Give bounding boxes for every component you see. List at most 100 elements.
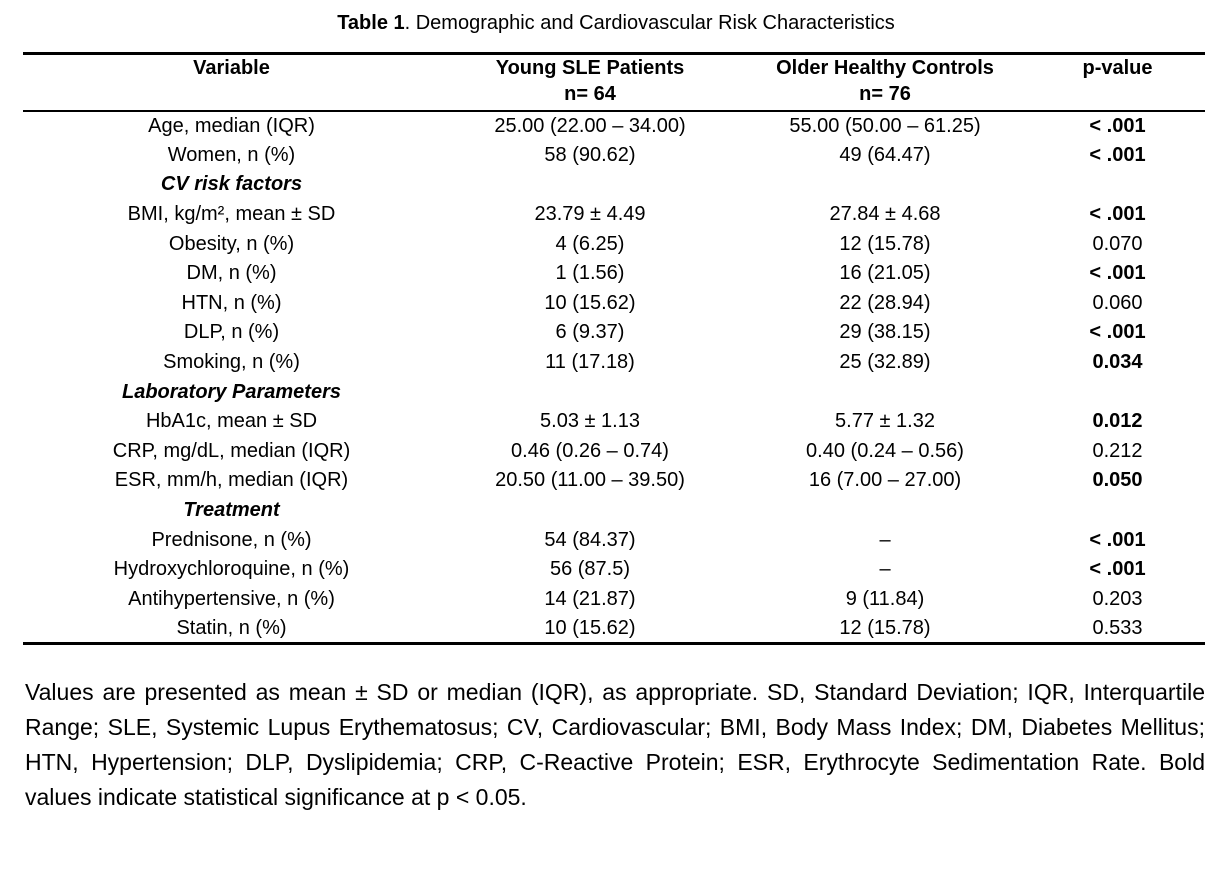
cell-young-sle: 25.00 (22.00 – 34.00)	[494, 114, 686, 137]
cell-young-sle: 14 (21.87)	[544, 587, 636, 610]
table-row: ESR, mm/h, median (IQR) 20.50 (11.00 – 39…	[23, 466, 1205, 496]
table-row: Obesity, n (%) 4 (6.25) 12 (15.78) 0.070	[23, 229, 1205, 259]
cell-variable: ESR, mm/h, median (IQR)	[114, 469, 349, 492]
cell-young-sle: 11 (17.18)	[545, 351, 635, 374]
cell-p-value: 0.060	[1092, 291, 1143, 314]
table-row: HbA1c, mean ± SD 5.03 ± 1.13 5.77 ± 1.32 0.…	[23, 407, 1205, 437]
cell-older-controls: 29 (38.15)	[839, 321, 931, 344]
cell-older-controls: 25 (32.89)	[839, 351, 931, 374]
table-row: Women, n (%) 58 (90.62) 49 (64.47) < .001	[23, 141, 1205, 171]
cell-young-sle: 4 (6.25)	[555, 232, 625, 255]
section-row: CV risk factors	[23, 170, 1205, 200]
section-row: Treatment	[23, 496, 1205, 526]
section-header-label: Laboratory Parameters	[122, 380, 341, 403]
cell-p-value: < .001	[1089, 528, 1146, 551]
section-row: Laboratory Parameters	[23, 377, 1205, 407]
cell-older-controls: 0.40 (0.24 – 0.56)	[806, 439, 964, 462]
cell-variable: Obesity, n (%)	[168, 232, 295, 255]
cell-older-controls: 22 (28.94)	[839, 291, 931, 314]
section-header-label: Treatment	[183, 499, 280, 522]
table-row: DM, n (%) 1 (1.56) 16 (21.05) < .001	[23, 259, 1205, 289]
cell-variable: Hydroxychloroquine, n (%)	[113, 558, 350, 581]
cell-young-sle: 10 (15.62)	[544, 291, 636, 314]
table-row: Hydroxychloroquine, n (%) 56 (87.5) – < .00…	[23, 555, 1205, 585]
column-subheader-n: n= 76	[859, 83, 911, 105]
column-header-p-value: p-value	[1030, 53, 1205, 112]
cell-older-controls: 12 (15.78)	[839, 616, 931, 639]
cell-young-sle: 54 (84.37)	[544, 528, 636, 551]
empty-cell	[740, 377, 1030, 407]
empty-cell	[440, 377, 740, 407]
cell-p-value: < .001	[1089, 558, 1146, 581]
cell-older-controls: 16 (21.05)	[839, 262, 931, 285]
column-header-label: Young SLE Patients	[495, 57, 685, 79]
column-header-variable: Variable	[23, 53, 440, 112]
table-row: Antihypertensive, n (%) 14 (21.87) 9 (11.8…	[23, 585, 1205, 615]
cell-p-value: 0.012	[1092, 410, 1143, 433]
cell-young-sle: 23.79 ± 4.49	[534, 203, 646, 226]
table-row: CRP, mg/dL, median (IQR) 0.46 (0.26 – 0.7…	[23, 437, 1205, 467]
empty-cell	[1030, 170, 1205, 200]
cell-p-value: 0.203	[1092, 587, 1143, 610]
cell-older-controls: 9 (11.84)	[845, 587, 925, 610]
cell-p-value: 0.050	[1092, 469, 1143, 492]
cell-young-sle: 6 (9.37)	[555, 321, 625, 344]
column-subheader-n: n= 64	[564, 83, 616, 105]
table-row: HTN, n (%) 10 (15.62) 22 (28.94) 0.060	[23, 289, 1205, 319]
cell-p-value: < .001	[1089, 321, 1146, 344]
cell-variable: Statin, n (%)	[176, 616, 287, 639]
cell-older-controls: 49 (64.47)	[839, 143, 931, 166]
cell-variable: DLP, n (%)	[183, 321, 280, 344]
cell-young-sle: 5.03 ± 1.13	[540, 410, 640, 433]
table-title-number: Table 1	[337, 12, 405, 34]
section-header-label: CV risk factors	[160, 173, 303, 196]
cell-young-sle: 0.46 (0.26 – 0.74)	[511, 439, 669, 462]
empty-cell	[740, 170, 1030, 200]
table-row: Statin, n (%) 10 (15.62) 12 (15.78) 0.533	[23, 614, 1205, 644]
page: Table 1. Demographic and Cardiovascular …	[0, 10, 1232, 872]
empty-cell	[440, 170, 740, 200]
cell-young-sle: 20.50 (11.00 – 39.50)	[495, 469, 685, 492]
table-header: Variable Young SLE Patients n= 64 Older …	[23, 53, 1205, 112]
cell-p-value: 0.212	[1092, 439, 1143, 462]
cell-p-value: 0.070	[1092, 232, 1143, 255]
column-header-label: Older Healthy Controls	[776, 57, 994, 79]
column-header-label: Variable	[193, 57, 270, 79]
table-row: Smoking, n (%) 11 (17.18) 25 (32.89) 0.034	[23, 348, 1205, 378]
cell-variable: HTN, n (%)	[181, 291, 282, 314]
cell-young-sle: 1 (1.56)	[555, 262, 625, 285]
empty-cell	[1030, 496, 1205, 526]
cell-older-controls: 5.77 ± 1.32	[835, 410, 935, 433]
table-row: Age, median (IQR) 25.00 (22.00 – 34.00) 55…	[23, 111, 1205, 141]
cell-p-value: < .001	[1089, 143, 1146, 166]
table-footnote: Values are presented as mean ± SD or med…	[25, 679, 1205, 811]
cell-older-controls: 27.84 ± 4.68	[829, 203, 941, 226]
cell-older-controls: 12 (15.78)	[839, 232, 931, 255]
empty-cell	[1030, 377, 1205, 407]
table-body: Age, median (IQR) 25.00 (22.00 – 34.00) 55…	[23, 111, 1205, 644]
demographics-table: Variable Young SLE Patients n= 64 Older …	[23, 52, 1205, 646]
cell-variable: Prednisone, n (%)	[151, 528, 312, 551]
cell-p-value: < .001	[1089, 262, 1146, 285]
column-header-older-controls: Older Healthy Controls n= 76	[740, 53, 1030, 112]
table-row: BMI, kg/m², mean ± SD 23.79 ± 4.49 27.84 ±…	[23, 200, 1205, 230]
cell-variable: Age, median (IQR)	[148, 114, 315, 137]
empty-cell	[740, 496, 1030, 526]
table-title: Table 1. Demographic and Cardiovascular …	[0, 10, 1232, 36]
cell-older-controls: –	[879, 558, 891, 581]
cell-older-controls: –	[879, 528, 891, 551]
cell-variable: Antihypertensive, n (%)	[128, 587, 335, 610]
cell-older-controls: 55.00 (50.00 – 61.25)	[789, 114, 981, 137]
cell-p-value: 0.533	[1092, 616, 1143, 639]
empty-cell	[440, 496, 740, 526]
cell-young-sle: 10 (15.62)	[544, 616, 636, 639]
cell-young-sle: 56 (87.5)	[549, 558, 631, 581]
cell-variable: DM, n (%)	[186, 262, 277, 285]
cell-variable: Women, n (%)	[167, 143, 296, 166]
cell-p-value: < .001	[1089, 114, 1146, 137]
cell-variable: Smoking, n (%)	[163, 351, 300, 374]
table-row: Prednisone, n (%) 54 (84.37) – < .001	[23, 525, 1205, 555]
table-row: DLP, n (%) 6 (9.37) 29 (38.15) < .001	[23, 318, 1205, 348]
cell-p-value: 0.034	[1092, 351, 1143, 374]
cell-variable: CRP, mg/dL, median (IQR)	[112, 439, 351, 462]
